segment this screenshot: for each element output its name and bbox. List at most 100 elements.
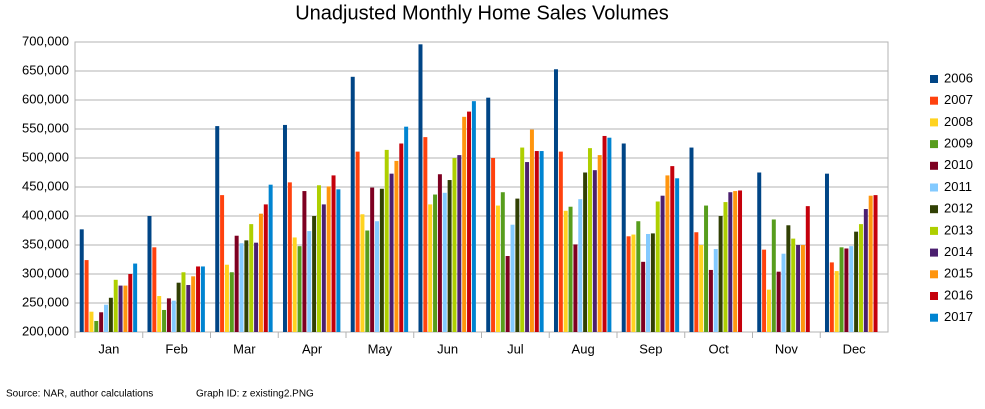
bar	[467, 111, 472, 332]
bar	[578, 199, 583, 332]
bar	[191, 276, 196, 332]
bar	[771, 219, 776, 332]
x-tick-label: Feb	[165, 341, 187, 356]
bar	[113, 279, 118, 332]
bar	[123, 285, 128, 332]
bar	[500, 192, 505, 332]
bar	[307, 231, 312, 332]
bar	[829, 262, 834, 332]
bar	[215, 126, 220, 332]
bar	[587, 148, 592, 332]
bar	[520, 147, 525, 332]
bar	[365, 230, 370, 332]
legend-swatch	[930, 140, 938, 149]
legend-swatch	[930, 75, 938, 83]
bar	[196, 266, 201, 332]
legend-label: 2015	[944, 266, 973, 281]
bar	[597, 155, 602, 332]
legend-label: 2012	[944, 201, 973, 216]
bar	[699, 245, 704, 332]
bar	[447, 180, 452, 332]
bar	[128, 274, 133, 332]
y-tick-label: 300,000	[22, 265, 69, 280]
bar	[462, 116, 467, 332]
bar	[234, 235, 239, 332]
x-tick-label: Oct	[709, 341, 730, 356]
x-tick-label: Jul	[507, 341, 524, 356]
x-tick-label: Nov	[775, 341, 799, 356]
bar	[224, 264, 229, 332]
bar	[437, 174, 442, 332]
bar	[708, 269, 713, 332]
legend-swatch	[930, 118, 938, 127]
legend-label: 2007	[944, 92, 973, 107]
bar	[375, 221, 380, 332]
bar	[152, 247, 157, 332]
bar	[244, 240, 249, 332]
bar	[157, 296, 162, 332]
bar	[849, 246, 854, 332]
bar	[834, 271, 839, 332]
legend-label: 2009	[944, 136, 973, 151]
bar	[776, 271, 781, 332]
bar	[728, 192, 733, 332]
y-tick-label: 400,000	[22, 207, 69, 222]
bar	[762, 249, 767, 332]
bar	[321, 204, 326, 332]
bar	[287, 182, 292, 332]
x-tick-label: Sep	[639, 341, 662, 356]
bar	[781, 253, 786, 332]
bar	[873, 195, 878, 332]
bar	[854, 231, 859, 332]
bar	[258, 213, 263, 332]
legend-swatch	[930, 161, 938, 170]
bar	[79, 229, 84, 332]
bar	[394, 160, 399, 332]
bar	[176, 282, 181, 332]
bar	[94, 320, 99, 332]
bar	[268, 184, 273, 332]
bar	[505, 256, 510, 332]
legend-swatch	[930, 270, 938, 279]
bar	[312, 216, 317, 332]
bar	[796, 245, 801, 332]
bar	[607, 137, 612, 332]
bar	[539, 151, 544, 332]
bar	[534, 151, 539, 332]
bar	[713, 249, 718, 332]
bar	[181, 272, 186, 332]
y-tick-label: 500,000	[22, 149, 69, 164]
legend-label: 2011	[944, 179, 972, 194]
bar	[99, 312, 104, 332]
bar	[89, 311, 94, 332]
bar	[336, 189, 341, 332]
bar	[249, 224, 254, 332]
bar	[491, 158, 496, 332]
bar	[379, 188, 384, 332]
bar	[399, 143, 404, 332]
y-tick-label: 550,000	[22, 120, 69, 135]
bar	[602, 135, 607, 332]
bar	[689, 147, 694, 332]
bar	[568, 206, 573, 332]
y-tick-label: 350,000	[22, 236, 69, 251]
bar	[433, 194, 438, 332]
bar	[428, 204, 433, 332]
bar	[263, 204, 268, 332]
bar	[626, 236, 631, 332]
bar	[868, 195, 873, 332]
bar	[757, 172, 762, 332]
y-tick-label: 250,000	[22, 294, 69, 309]
bar	[292, 237, 297, 332]
bar	[858, 224, 863, 332]
bar	[646, 233, 651, 332]
legend-label: 2013	[944, 222, 973, 237]
bar	[738, 190, 743, 332]
bar	[665, 175, 670, 332]
y-tick-label: 700,000	[22, 33, 69, 48]
bar	[704, 205, 709, 332]
bar	[486, 97, 491, 333]
bar	[786, 225, 791, 332]
source-note: Source: NAR, author calculations	[6, 389, 153, 400]
bar	[350, 76, 355, 332]
